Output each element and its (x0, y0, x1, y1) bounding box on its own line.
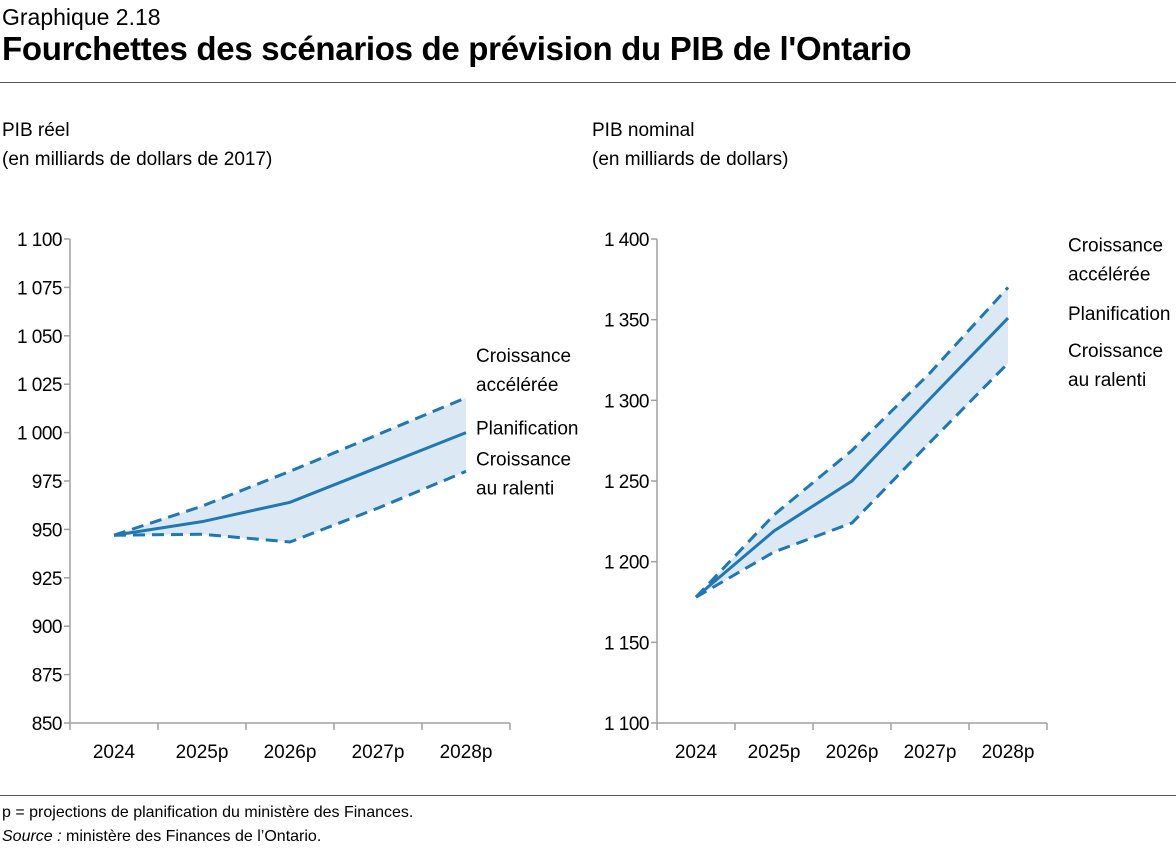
y-tick-label: 875 (32, 666, 62, 687)
series-label: accélérée (1068, 264, 1150, 285)
x-tick-label: 2027p (352, 742, 405, 763)
x-tick-label: 2024 (93, 742, 136, 763)
divider (0, 795, 1176, 796)
series-line-croissance-au-ralenti (695, 362, 1010, 599)
range-band (114, 397, 466, 542)
series-line-croissance-acc-l-r-e (694, 286, 1010, 599)
y-tick-label: 1 150 (604, 633, 649, 654)
y-tick-label: 1 025 (17, 375, 62, 396)
right-y-title-line1: PIB nominal (592, 120, 695, 141)
y-tick-label: 1 050 (17, 327, 62, 348)
series-label: au ralenti (1068, 370, 1146, 391)
y-tick-label: 1 200 (604, 553, 649, 574)
x-tick-label: 2025p (748, 742, 801, 763)
y-tick-label: 850 (32, 714, 62, 735)
nominal-gdp-chart: 1 100 1 150 1 200 1 250 1 300 1 350 1 400 2024 2… (604, 230, 1171, 763)
series-label: au ralenti (476, 478, 554, 499)
series-label: Croissance (1068, 341, 1163, 362)
x-tick-label: 2027p (904, 742, 957, 763)
page-title: Fourchettes des scénarios de prévision d… (2, 30, 912, 67)
x-tick-label: 2026p (826, 742, 879, 763)
x-tick-label: 2028p (440, 742, 493, 763)
left-y-title-line2: (en milliards de dollars de 2017) (2, 149, 273, 170)
y-tick-label: 900 (32, 617, 62, 638)
real-gdp-chart: 850 875 900 925 950 975 1 000 1 025 1 050 1 075 1 … (17, 230, 579, 763)
series-line-planification (113, 431, 467, 537)
divider (0, 82, 1176, 83)
range-band (696, 287, 1008, 598)
x-tick-label: 2026p (264, 742, 317, 763)
series-line-croissance-acc-l-r-e (113, 396, 467, 537)
source-line: Source : ministère des Finances de l’Ont… (2, 828, 321, 846)
left-y-axis-title: PIB réel (en milliards de dollars de 201… (2, 116, 272, 174)
y-tick-label: 1 100 (604, 714, 649, 735)
source-text: ministère des Finances de l’Ontario. (61, 828, 322, 845)
y-tick-label: 925 (32, 569, 62, 590)
right-y-axis-title: PIB nominal (en milliards de dollars) (592, 116, 788, 174)
y-tick-label: 1 400 (604, 230, 649, 251)
y-tick-label: 950 (32, 520, 62, 541)
x-tick-label: 2028p (982, 742, 1035, 763)
y-tick-label: 1 075 (17, 278, 62, 299)
series-label: accélérée (476, 375, 558, 396)
series-label: Planification (1068, 304, 1170, 325)
y-tick-label: 1 300 (604, 391, 649, 412)
y-tick-label: 975 (32, 472, 62, 493)
series-label: Planification (476, 419, 578, 440)
x-tick-label: 2025p (176, 742, 229, 763)
footnote: p = projections de planification du mini… (2, 804, 414, 821)
series-label: Croissance (476, 449, 571, 470)
y-tick-label: 1 000 (17, 424, 62, 445)
x-tick-label: 2024 (675, 742, 718, 763)
series-line-croissance-au-ralenti (113, 469, 467, 544)
y-tick-label: 1 250 (604, 472, 649, 493)
left-y-title-line1: PIB réel (2, 120, 70, 141)
series-line-planification (695, 317, 1010, 599)
chart-number: Graphique 2.18 (2, 4, 161, 30)
source-label: Source : (2, 828, 62, 845)
y-tick-label: 1 350 (604, 311, 649, 332)
series-label: Croissance (476, 346, 571, 367)
y-tick-label: 1 100 (17, 230, 62, 251)
right-y-title-line2: (en milliards de dollars) (592, 149, 789, 170)
series-label: Croissance (1068, 235, 1163, 256)
